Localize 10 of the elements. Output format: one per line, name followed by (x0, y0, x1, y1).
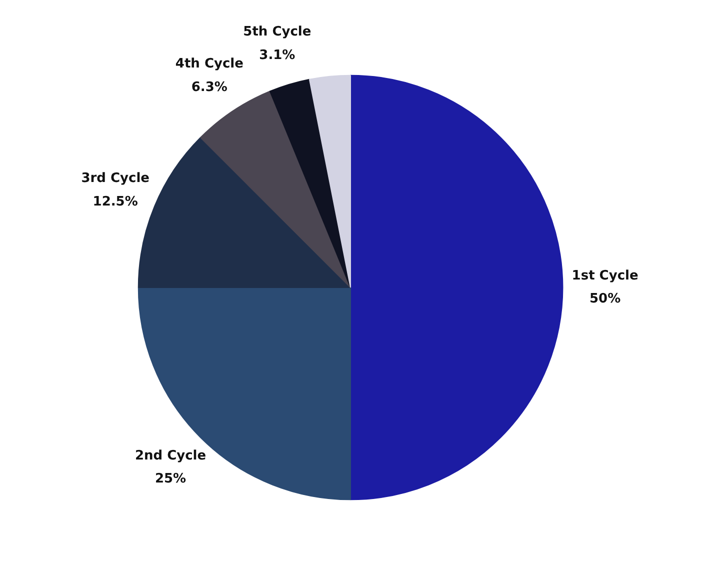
slice-label: 5th Cycle (243, 24, 312, 40)
slice-label: 2nd Cycle (134, 448, 206, 464)
data-label: 12.5% (92, 194, 138, 210)
slice-label: 3rd Cycle (81, 170, 150, 186)
slice-label: 4th Cycle (175, 56, 244, 72)
data-label: 3.1% (259, 48, 296, 63)
data-label: 25% (154, 472, 186, 487)
slice-label: 1st Cycle (572, 268, 638, 284)
data-label: 6.3% (191, 80, 228, 95)
data-label: 50% (589, 292, 621, 307)
